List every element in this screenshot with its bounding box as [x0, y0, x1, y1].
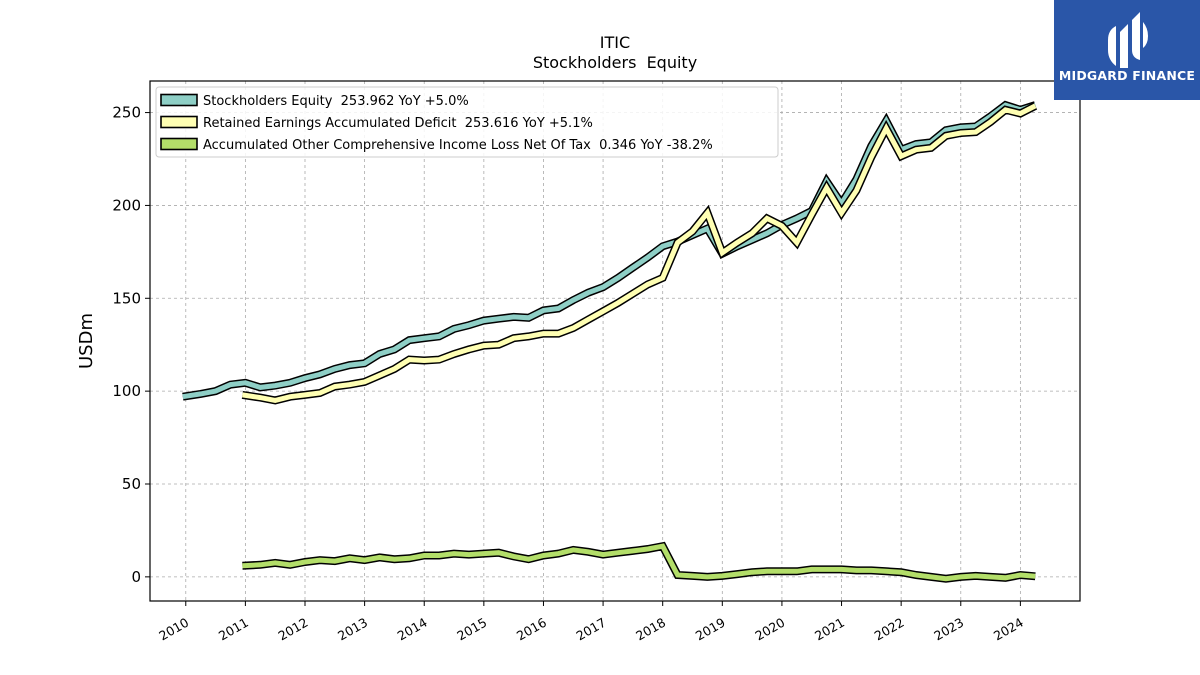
- legend-swatch: [160, 137, 198, 151]
- y-axis-label: USDm: [76, 313, 97, 369]
- plot-frame: [149, 80, 1081, 602]
- y-tick-label: 150: [112, 289, 141, 307]
- series-3: [242, 541, 1036, 583]
- x-tick-label: 2010: [156, 615, 191, 644]
- x-tick-label: 2016: [514, 615, 549, 644]
- x-tick-label: 2019: [693, 615, 728, 644]
- midgard-logo-icon: [1108, 12, 1148, 68]
- legend-label: Retained Earnings Accumulated Deficit 25…: [203, 116, 593, 131]
- x-tick-label: 2021: [812, 615, 847, 644]
- x-axis: 2010 2011 2012 2013 2014 2015 2016 2017 2018 2019…: [156, 601, 1026, 644]
- legend-swatch: [160, 93, 198, 107]
- x-tick-label: 2013: [335, 615, 370, 644]
- x-tick-label: 2022: [872, 615, 907, 644]
- y-tick-label: 250: [112, 104, 141, 122]
- series-line: [242, 543, 1036, 582]
- series-layer: [182, 100, 1038, 583]
- grid: [150, 81, 1080, 601]
- legend: Stockholders Equity 253.962 YoY +5.0% Ret…: [155, 86, 779, 158]
- y-tick-label: 200: [112, 196, 141, 214]
- y-axis: 0 50 100 150 200 250: [112, 104, 150, 586]
- midgard-finance-logo: MIDGARD FINANCE: [1054, 0, 1200, 100]
- series-2: [241, 102, 1038, 405]
- x-tick-label: 2024: [991, 615, 1026, 644]
- x-tick-label: 2014: [395, 615, 430, 644]
- x-tick-label: 2012: [275, 615, 310, 644]
- y-tick-label: 0: [131, 568, 141, 586]
- x-tick-label: 2023: [931, 615, 966, 644]
- series-line: [242, 103, 1037, 403]
- x-tick-label: 2015: [454, 615, 489, 644]
- logo-text: MIDGARD FINANCE: [1058, 68, 1196, 83]
- x-tick-label: 2011: [216, 615, 251, 644]
- y-tick-label: 100: [112, 382, 141, 400]
- chart-title: ITIC: [600, 33, 630, 52]
- x-tick-label: 2020: [752, 615, 787, 644]
- legend-label: Stockholders Equity 253.962 YoY +5.0%: [203, 94, 469, 109]
- y-tick-label: 50: [122, 475, 141, 493]
- legend-frame: [155, 86, 779, 158]
- chart-subtitle: Stockholders Equity: [533, 53, 697, 72]
- x-tick-label: 2017: [574, 615, 609, 644]
- x-tick-label: 2018: [633, 615, 668, 644]
- legend-swatch: [160, 115, 198, 129]
- legend-label: Accumulated Other Comprehensive Income L…: [203, 138, 713, 153]
